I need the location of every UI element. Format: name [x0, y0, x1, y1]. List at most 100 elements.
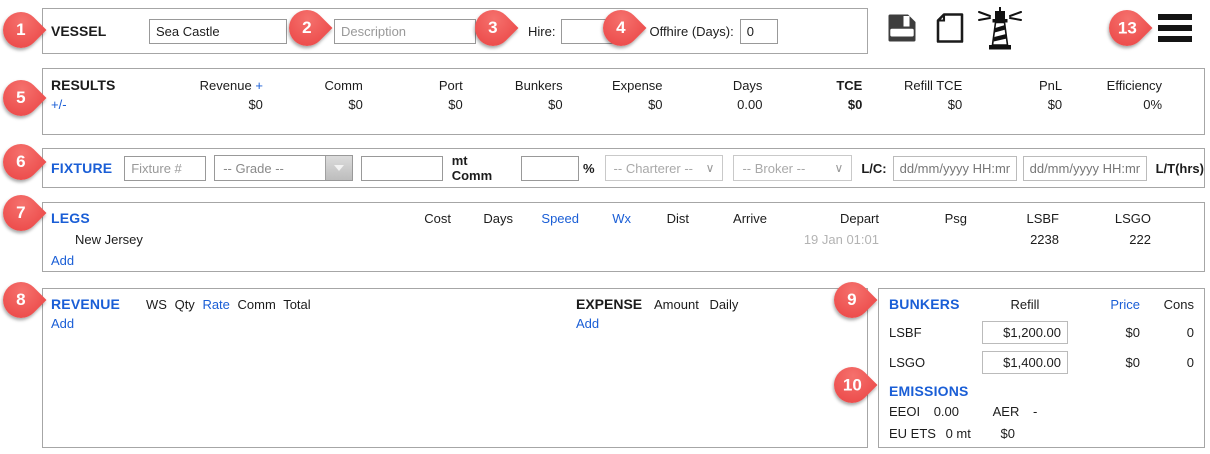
legs-header-arrive: Arrive — [733, 211, 767, 226]
aer-label: AER — [992, 404, 1020, 419]
laycan-from-input[interactable] — [892, 155, 1017, 181]
leg-depart-value[interactable]: 19 Jan 01:01 — [803, 232, 879, 247]
callout-8: 8 — [0, 274, 47, 326]
results-header-port: Port — [438, 78, 463, 93]
legs-header-lsgo: LSGO — [1114, 211, 1151, 226]
results-header-tce: TCE — [836, 78, 863, 93]
bunkers-header-cons: Cons — [1163, 296, 1194, 312]
bunkers-label: BUNKERS — [889, 296, 960, 312]
bunker-row-lsgo: LSGO $0 0 — [879, 351, 1204, 374]
results-header-days: Days — [732, 78, 763, 93]
results-value-expense: $0 — [648, 97, 663, 112]
lsbf-price-value: $0 — [1125, 325, 1140, 340]
callout-7: 7 — [0, 187, 47, 239]
lighthouse-icon[interactable] — [976, 5, 1024, 56]
hamburger-menu-icon[interactable] — [1158, 14, 1192, 46]
save-icon[interactable] — [884, 10, 920, 49]
lsgo-cons-value: 0 — [1186, 355, 1194, 370]
legs-header-wx[interactable]: Wx — [612, 211, 631, 226]
vessel-name-input[interactable] — [149, 18, 287, 44]
fixture-number-input[interactable] — [124, 155, 207, 181]
bunkers-emissions-section: BUNKERS Refill Price Cons LSBF $0 0 LSGO… — [878, 288, 1205, 448]
results-value-bunkers: $0 — [548, 97, 563, 112]
results-section: RESULTS Revenue + Comm Port Bunkers Expe… — [42, 68, 1205, 135]
revenue-header-rate[interactable]: Rate — [202, 297, 230, 312]
legs-label: LEGS — [51, 210, 90, 226]
aer-value: - — [1033, 404, 1038, 419]
expense-header-amount: Amount — [654, 297, 699, 312]
euets-cost-value: $0 — [1000, 426, 1015, 441]
callout-13: 13 — [1101, 2, 1153, 54]
revenue-header-total: Total — [283, 297, 311, 312]
vessel-description-input[interactable] — [334, 18, 476, 44]
charterer-select[interactable]: -- Charterer -- ∨ — [604, 155, 724, 181]
results-value-refill-tce: $0 — [947, 97, 963, 112]
legs-header-psg: Psg — [944, 211, 967, 226]
results-header-efficiency: Efficiency — [1106, 78, 1163, 93]
leg-lsbf-value: 2238 — [1030, 232, 1059, 247]
commission-input[interactable] — [520, 155, 579, 181]
chevron-down-icon: ∨ — [834, 161, 844, 175]
legs-header-lsbf: LSBF — [1026, 211, 1059, 226]
laytime-hours-label: L/T(hrs) — [1155, 160, 1204, 176]
results-value-pnl: $0 — [1047, 97, 1063, 112]
bunkers-header-refill: Refill — [1010, 296, 1040, 312]
expense-column-headers: Amount Daily — [654, 297, 745, 312]
leg-row[interactable]: New Jersey 19 Jan 01:01 2238 222 — [43, 229, 1204, 250]
results-expand-toggle[interactable]: +/- — [51, 97, 67, 112]
results-value-revenue: $0 — [248, 97, 263, 112]
lsbf-refill-price-input[interactable] — [982, 321, 1068, 344]
euets-value: 0 mt — [945, 426, 971, 441]
results-header-revenue: Revenue + — [199, 78, 263, 93]
legs-header-days: Days — [483, 211, 513, 226]
offhire-label: Offhire (Days): — [649, 23, 734, 39]
emissions-eeoi-row: EEOI 0.00 AER - — [889, 404, 1037, 419]
legs-header-depart: Depart — [839, 211, 879, 226]
callout-5: 5 — [0, 72, 47, 124]
bunkers-header-price[interactable]: Price — [1110, 296, 1140, 312]
add-revenue-link[interactable]: Add — [51, 316, 75, 331]
results-value-tce: $0 — [847, 97, 863, 112]
revenue-header-comm: Comm — [237, 297, 276, 312]
broker-select[interactable]: -- Broker -- ∨ — [733, 155, 853, 181]
results-value-days: 0.00 — [737, 97, 763, 112]
leg-port-name[interactable]: New Jersey — [75, 232, 143, 247]
offhire-input[interactable] — [739, 18, 778, 44]
grade-select[interactable]: -- Grade -- — [214, 155, 353, 181]
bunker-row-lsbf: LSBF $0 0 — [879, 321, 1204, 344]
results-header-refill-tce: Refill TCE — [903, 78, 963, 93]
bunker-fuel-label: LSBF — [889, 325, 922, 340]
chevron-down-icon: ∨ — [705, 161, 715, 175]
expense-header-daily: Daily — [709, 297, 739, 312]
revenue-plus-link[interactable]: + — [255, 78, 263, 93]
new-document-icon[interactable] — [932, 10, 968, 49]
leg-lsgo-value: 222 — [1129, 232, 1151, 247]
lsgo-price-value: $0 — [1125, 355, 1140, 370]
quantity-input[interactable] — [360, 155, 443, 181]
laycan-to-input[interactable] — [1022, 155, 1147, 181]
add-expense-link[interactable]: Add — [576, 316, 600, 331]
fixture-section: FIXTURE -- Grade -- mt Comm % -- Charter… — [42, 148, 1205, 188]
add-leg-link[interactable]: Add — [51, 253, 75, 268]
results-value-efficiency: 0% — [1143, 97, 1163, 112]
hire-label: Hire: — [528, 23, 556, 39]
legs-header-speed[interactable]: Speed — [541, 211, 579, 226]
results-header-bunkers: Bunkers — [514, 78, 563, 93]
eeoi-label: EEOI — [889, 404, 921, 419]
bunker-fuel-label: LSGO — [889, 355, 926, 370]
lsgo-refill-price-input[interactable] — [982, 351, 1068, 374]
eeoi-value: 0.00 — [933, 404, 960, 419]
revenue-header-ws: WS — [146, 297, 167, 312]
vessel-section: VESSEL Hire: Offhire (Days): — [42, 8, 868, 54]
mt-comm-label: mt Comm — [451, 153, 493, 183]
revenue-column-headers: WS Qty Rate Comm Total — [146, 297, 315, 312]
legs-header-dist: Dist — [666, 211, 689, 226]
lsbf-cons-value: 0 — [1186, 325, 1194, 340]
results-header-comm: Comm — [324, 78, 363, 93]
legs-header-cost: Cost — [424, 211, 451, 226]
emissions-label: EMISSIONS — [889, 383, 969, 399]
results-header-pnl: PnL — [1039, 78, 1063, 93]
revenue-expense-section: REVENUE WS Qty Rate Comm Total Add EXPEN… — [42, 288, 868, 448]
grade-select-arrow-icon[interactable] — [324, 156, 352, 180]
